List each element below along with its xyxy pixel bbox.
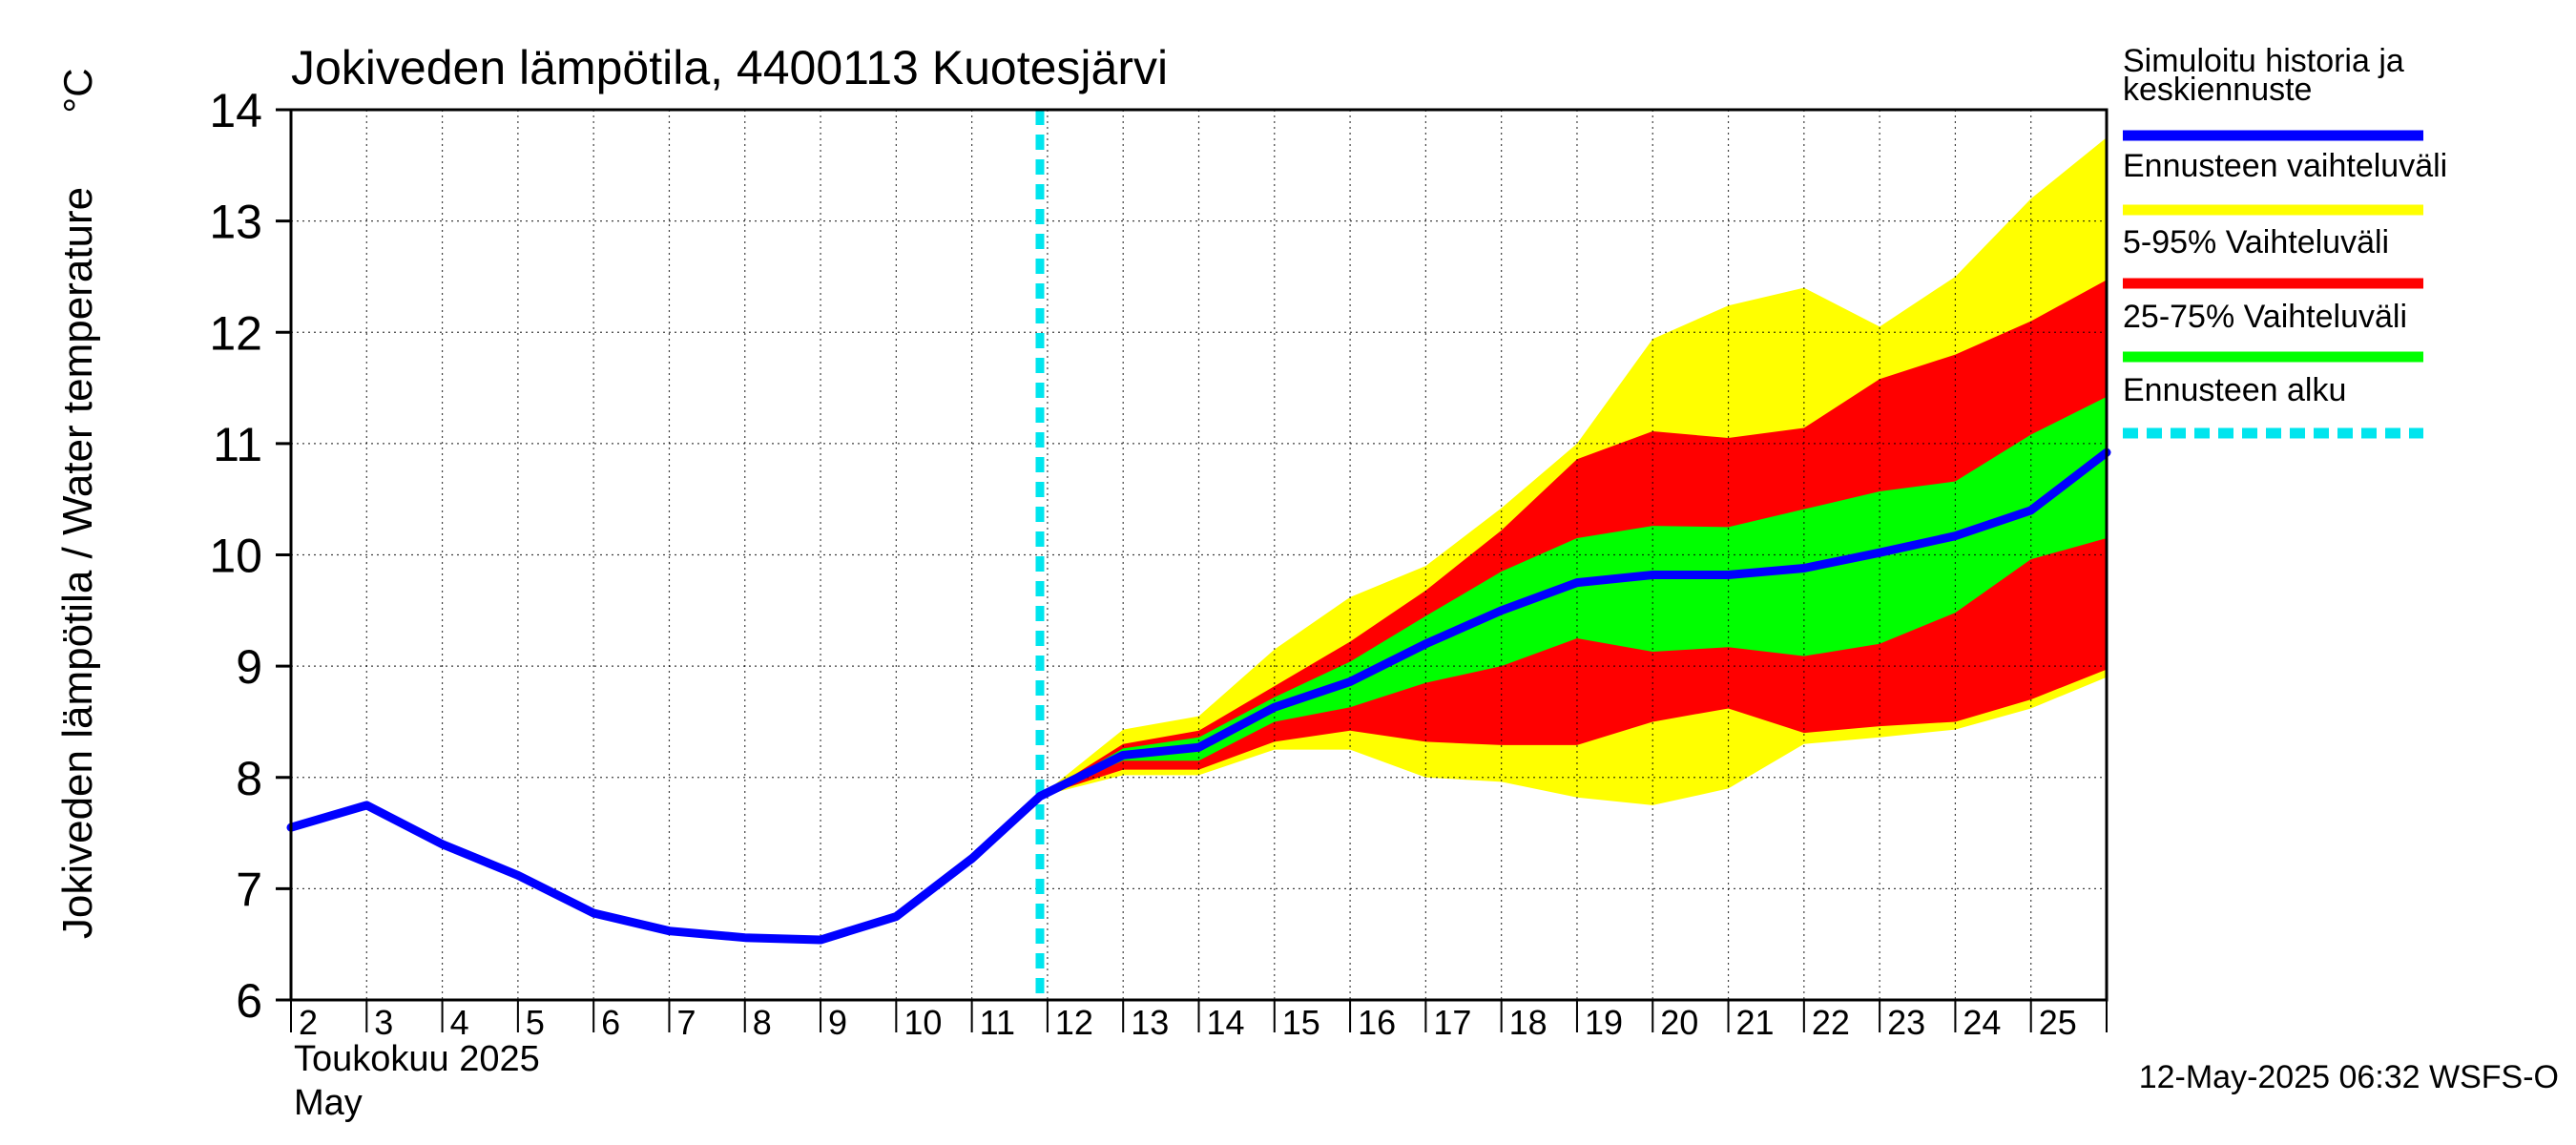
x-tick-label: 25 [2039,1003,2077,1042]
x-tick-label: 15 [1282,1003,1320,1042]
y-tick-label: 7 [236,863,262,916]
median-forecast-line [1035,448,2111,802]
x-tick-label: 5 [526,1003,545,1042]
legend-label: 5-95% Vaihteluväli [2123,224,2389,260]
x-tick-label: 2 [299,1003,318,1042]
month-label-en: May [294,1083,363,1123]
y-axis-label: Jokiveden lämpötila / Water temperature [54,187,101,939]
x-tick-label: 7 [676,1003,696,1042]
y-tick-label: 9 [236,640,262,694]
y-axis-unit: °C [55,68,100,113]
legend-label: Ennusteen vaihteluväli [2123,148,2447,184]
x-tick-label: 23 [1887,1003,1925,1042]
x-tick-label: 20 [1660,1003,1698,1042]
x-tick-label: 10 [904,1003,942,1042]
x-tick-label: 14 [1207,1003,1245,1042]
x-tick-label: 8 [753,1003,772,1042]
x-tick-label: 18 [1509,1003,1548,1042]
month-label-fi: Toukokuu 2025 [294,1039,540,1079]
x-tick-label: 9 [828,1003,847,1042]
x-tick-label: 3 [374,1003,393,1042]
history-line [286,792,1045,945]
y-tick-label: 11 [213,418,262,471]
data-lines [286,110,2111,1000]
x-tick-label: 16 [1358,1003,1396,1042]
x-tick-label: 13 [1131,1003,1169,1042]
x-tick-label: 22 [1812,1003,1850,1042]
forecast-bands [1039,137,2107,805]
x-tick-label: 24 [1963,1003,2001,1042]
x-tick-label: 6 [601,1003,620,1042]
x-tick-label: 4 [450,1003,469,1042]
y-tick-label: 12 [209,306,262,360]
y-tick-label: 8 [236,752,262,805]
x-tick-label: 12 [1055,1003,1093,1042]
x-tick-label: 11 [980,1003,1015,1042]
y-tick-label: 14 [209,84,262,137]
y-tick-label: 10 [209,530,262,583]
legend-label: 25-75% Vaihteluväli [2123,299,2407,335]
y-tick-label: 6 [236,974,262,1028]
x-tick-label: 17 [1433,1003,1471,1042]
timestamp: 12-May-2025 06:32 WSFS-O [2139,1059,2559,1095]
x-tick-label: 21 [1736,1003,1775,1042]
legend-label: keskiennuste [2123,72,2312,108]
legend-label: Ennusteen alku [2123,372,2346,408]
band-red [1039,280,2107,797]
legend-label: Simuloitu historia ja [2123,43,2404,79]
y-tick-label: 13 [209,196,262,249]
x-tick-label: 19 [1585,1003,1623,1042]
chart-title: Jokiveden lämpötila, 4400113 Kuotesjärvi [291,41,1168,94]
